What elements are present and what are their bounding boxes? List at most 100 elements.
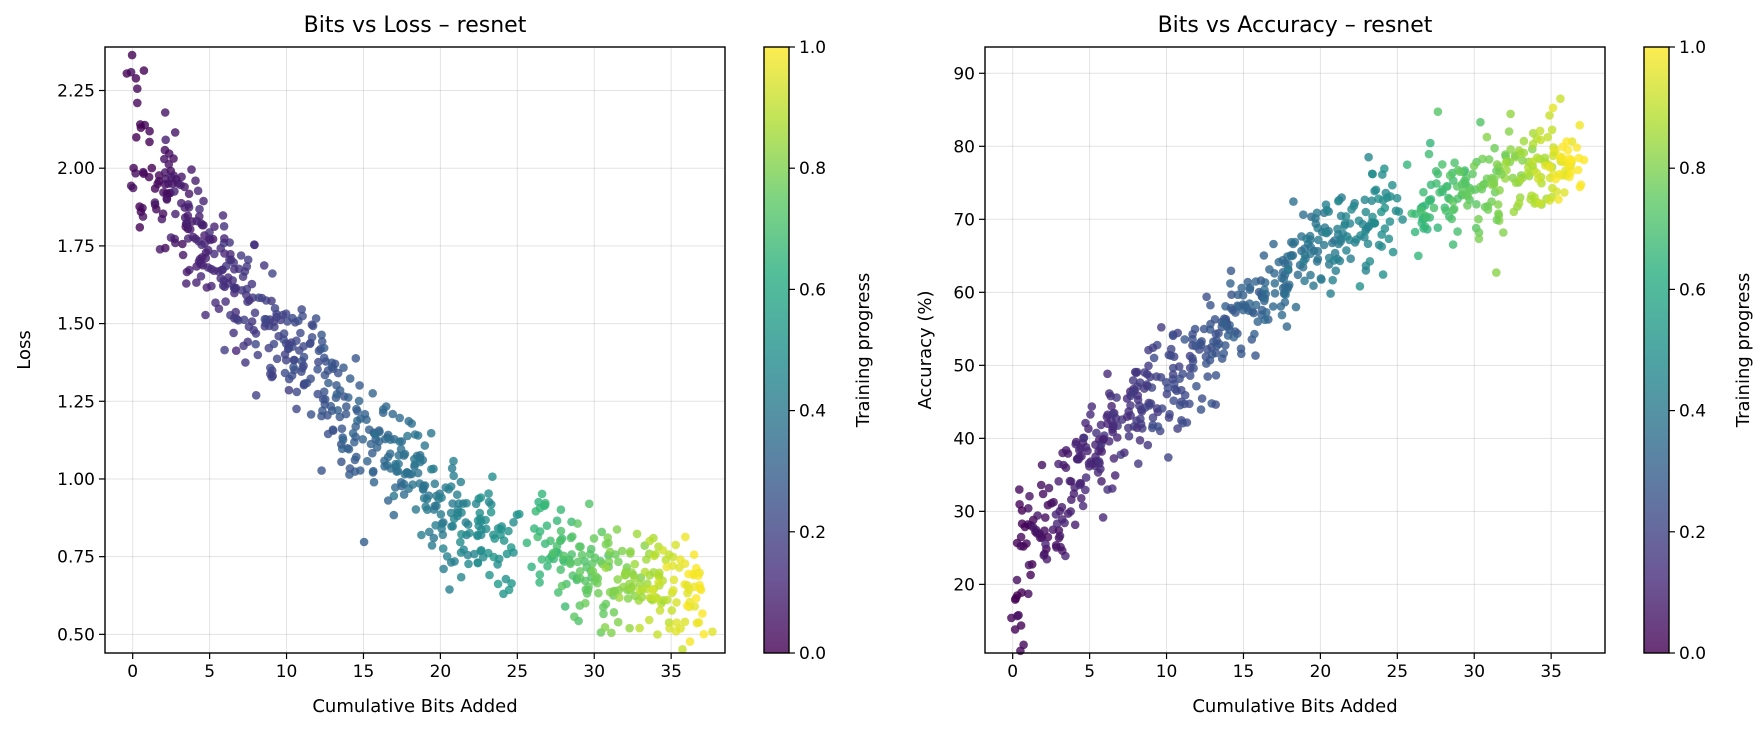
- scatter-point: [1433, 169, 1443, 179]
- scatter-point: [573, 519, 582, 528]
- scatter-point: [535, 527, 545, 536]
- scatter-point: [1269, 239, 1278, 249]
- scatter-point: [415, 450, 425, 460]
- scatter-point: [1371, 185, 1381, 195]
- scatter-point: [434, 494, 443, 504]
- scatter-point: [1133, 382, 1142, 391]
- scatter-point: [280, 350, 290, 359]
- y-tick-label: 20: [953, 575, 975, 595]
- scatter-point: [1037, 460, 1047, 470]
- scatter-point: [651, 550, 660, 559]
- scatter-point: [1385, 217, 1395, 226]
- scatter-point: [218, 211, 228, 220]
- scatter-point: [1237, 283, 1246, 293]
- scatter-point: [354, 396, 364, 406]
- scatter-point: [1098, 513, 1108, 522]
- scatter-point: [240, 267, 250, 276]
- scatter-point: [613, 617, 623, 627]
- scatter-point: [413, 468, 423, 478]
- scatter-point: [1144, 361, 1153, 371]
- scatter-point: [356, 466, 365, 475]
- scatter-point: [1417, 206, 1426, 215]
- scatter-point: [586, 544, 596, 554]
- scatter-point: [556, 526, 566, 536]
- scatter-point: [1039, 551, 1049, 560]
- scatter-point: [1188, 334, 1197, 344]
- scatter-point: [698, 609, 707, 618]
- scatter-point: [253, 350, 263, 360]
- scatter-point: [1391, 206, 1401, 216]
- scatter-point: [1328, 275, 1337, 285]
- scatter-point: [1268, 302, 1278, 311]
- scatter-point: [341, 409, 351, 419]
- scatter-point: [1052, 519, 1062, 528]
- y-tick-label: 1.00: [57, 470, 95, 490]
- x-tick-label: 30: [583, 662, 605, 682]
- scatter-point: [171, 209, 180, 219]
- scatter-point: [1478, 154, 1487, 164]
- x-tick-label: 15: [353, 662, 375, 682]
- scatter-point: [219, 222, 229, 231]
- scatter-point: [477, 525, 486, 534]
- scatter-point: [1120, 448, 1129, 458]
- scatter-point: [648, 585, 658, 594]
- scatter-points: [1007, 94, 1589, 656]
- scatter-point: [161, 135, 170, 145]
- scatter-point: [201, 310, 210, 320]
- colorbar-tick-label: 0.8: [1679, 159, 1706, 179]
- scatter-point: [1380, 164, 1389, 173]
- scatter-point: [1551, 174, 1560, 184]
- scatter-point: [1483, 205, 1493, 214]
- scatter-point: [1108, 409, 1118, 419]
- scatter-point: [1245, 299, 1254, 308]
- scatter-point: [672, 618, 681, 627]
- scatter-point: [1441, 206, 1451, 215]
- scatter-point: [573, 557, 583, 567]
- scatter-point: [1190, 324, 1200, 334]
- scatter-point: [1461, 179, 1470, 189]
- scatter-point: [292, 387, 302, 397]
- scatter-point: [1132, 423, 1142, 433]
- scatter-point: [653, 594, 662, 603]
- scatter-point: [139, 66, 149, 75]
- scatter-point: [1474, 228, 1484, 237]
- scatter-point: [645, 593, 655, 602]
- scatter-point: [1203, 372, 1212, 381]
- scatter-point: [1276, 302, 1286, 311]
- scatter-point: [630, 573, 639, 583]
- scatter-point: [476, 493, 486, 502]
- scatter-point: [696, 585, 706, 595]
- scatter-point: [1433, 107, 1443, 116]
- y-tick-label: 60: [953, 283, 975, 303]
- scatter-point: [396, 444, 406, 454]
- scatter-point: [640, 567, 650, 577]
- scatter-point: [1206, 300, 1215, 310]
- scatter-point: [358, 435, 368, 444]
- scatter-point: [1168, 374, 1178, 384]
- scatter-point: [1270, 289, 1280, 298]
- scatter-point: [486, 507, 496, 517]
- scatter-point: [1081, 473, 1091, 482]
- scatter-point: [671, 540, 680, 550]
- scatter-point: [1191, 341, 1200, 351]
- scatter-point: [1574, 153, 1584, 163]
- scatter-point: [328, 426, 338, 436]
- scatter-point: [1497, 170, 1506, 179]
- scatter-point: [413, 431, 423, 440]
- scatter-point: [1476, 117, 1485, 127]
- scatter-point: [138, 167, 148, 177]
- y-tick-label: 40: [953, 429, 975, 449]
- scatter-point: [1535, 126, 1545, 136]
- scatter-point: [133, 98, 142, 108]
- scatter-point: [317, 466, 326, 475]
- scatter-point: [1112, 393, 1121, 402]
- scatter-point: [662, 562, 671, 572]
- scatter-point: [1124, 407, 1133, 416]
- scatter-point: [1573, 165, 1583, 175]
- scatter-point: [404, 416, 414, 426]
- scatter-point: [1279, 274, 1289, 284]
- scatter-point: [243, 255, 253, 265]
- scatter-point: [465, 528, 474, 538]
- scatter-point: [588, 566, 598, 576]
- scatter-point: [162, 194, 172, 203]
